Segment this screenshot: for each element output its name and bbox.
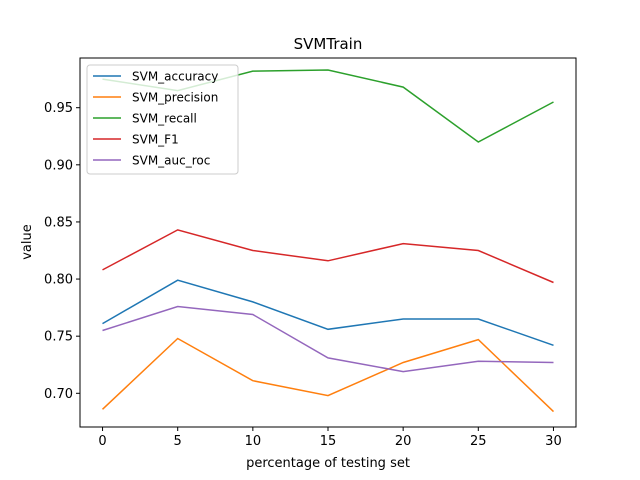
- x-tick-label: 0: [98, 434, 106, 449]
- y-tick-label: 0.90: [44, 158, 73, 173]
- y-tick-label: 0.75: [44, 330, 73, 345]
- y-tick-label: 0.85: [44, 215, 73, 230]
- series-line-SVM_auc_roc: [102, 305, 554, 373]
- legend: SVM_accuracy SVM_precision SVM_recall SVM_F…: [86, 64, 239, 175]
- series-line-SVM_accuracy: [102, 279, 554, 347]
- x-tick-label: 20: [395, 434, 412, 449]
- legend-label-SVM_accuracy: SVM_accuracy: [132, 70, 218, 84]
- series-line-SVM_F1: [102, 229, 554, 284]
- x-tick-label: 25: [470, 434, 487, 449]
- x-tick-label: 10: [245, 434, 262, 449]
- legend-box: [86, 64, 239, 175]
- y-tick-label: 0.80: [44, 273, 73, 288]
- series-line-SVM_precision: [101, 337, 555, 413]
- legend-label-SVM_F1: SVM_F1: [132, 133, 179, 147]
- x-axis: 0 5 10 15 20 25 30: [98, 427, 562, 449]
- legend-label-SVM_auc_roc: SVM_auc_roc: [132, 154, 210, 168]
- x-tick-label: 5: [174, 434, 182, 449]
- y-tick-label: 0.95: [44, 101, 73, 116]
- x-axis-label: percentage of testing set: [246, 456, 410, 471]
- x-tick-label: 15: [320, 434, 337, 449]
- y-axis: 0.70 0.75 0.80 0.85 0.90 0.95: [44, 101, 80, 402]
- y-tick-label: 0.70: [44, 387, 73, 402]
- y-axis-label: value: [20, 224, 35, 260]
- chart-title: SVMTrain: [294, 35, 363, 53]
- legend-label-SVM_precision: SVM_precision: [132, 91, 218, 105]
- x-tick-label: 30: [545, 434, 562, 449]
- legend-label-SVM_recall: SVM_recall: [132, 112, 197, 126]
